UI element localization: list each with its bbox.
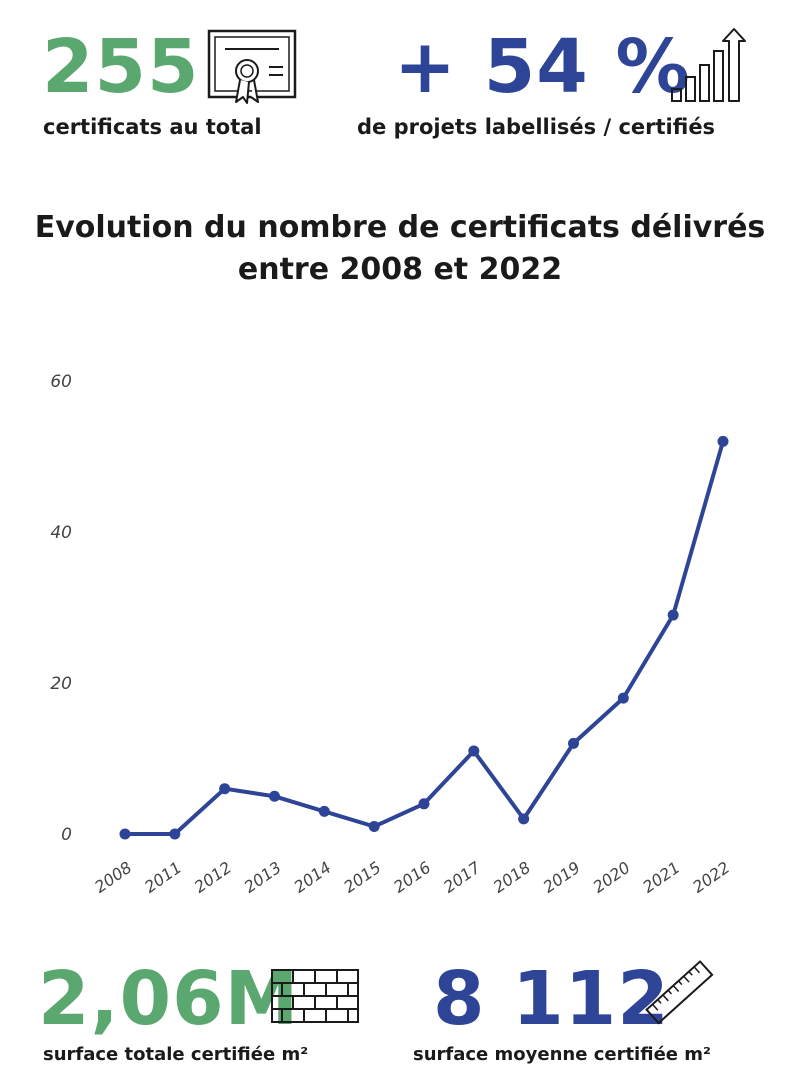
x-tick-label: 2011 bbox=[141, 858, 185, 897]
x-tick-label: 2021 bbox=[639, 858, 683, 897]
x-tick-label: 2016 bbox=[390, 858, 434, 897]
x-tick-label: 2020 bbox=[589, 858, 633, 897]
growth-value: + 54 % bbox=[394, 24, 691, 110]
data-point bbox=[518, 813, 530, 825]
total-certificates-label: certificats au total bbox=[43, 115, 262, 139]
y-tick-label: 20 bbox=[50, 674, 72, 694]
brick-wall-icon bbox=[271, 969, 359, 1023]
chart-title-line2: entre 2008 et 2022 bbox=[237, 252, 563, 287]
data-point bbox=[368, 820, 380, 832]
x-tick-label: 2017 bbox=[440, 857, 485, 896]
x-tick-label: 2019 bbox=[540, 858, 584, 897]
y-tick-label: 40 bbox=[50, 523, 72, 543]
data-point bbox=[617, 692, 629, 704]
growth-label: de projets labellisés / certifiés bbox=[357, 115, 716, 139]
x-tick-label: 2013 bbox=[241, 858, 285, 897]
x-tick-label: 2022 bbox=[689, 858, 733, 897]
average-surface-label: surface moyenne certifiée m² bbox=[413, 1044, 711, 1065]
data-point bbox=[219, 783, 231, 795]
y-tick-label: 0 bbox=[61, 825, 72, 845]
y-tick-label: 60 bbox=[50, 372, 72, 392]
ruler-icon bbox=[645, 960, 714, 1025]
data-point bbox=[717, 435, 729, 447]
total-surface-label: surface totale certifiée m² bbox=[43, 1044, 309, 1065]
growth-bars-icon bbox=[671, 28, 746, 102]
certificate-icon bbox=[207, 29, 297, 104]
average-surface-value: 8 112 bbox=[433, 956, 670, 1042]
total-surface-value: 2,06M bbox=[38, 956, 300, 1042]
x-tick-label: 2014 bbox=[290, 858, 334, 897]
data-point bbox=[119, 828, 131, 840]
chart-title-line1: Evolution du nombre de certificats déliv… bbox=[34, 210, 766, 245]
data-point bbox=[318, 805, 330, 817]
x-tick-label: 2008 bbox=[91, 858, 135, 897]
data-point bbox=[568, 737, 579, 749]
data-point bbox=[269, 790, 280, 802]
total-certificates-value: 255 bbox=[42, 24, 200, 110]
x-tick-label: 2012 bbox=[191, 858, 235, 897]
data-point bbox=[667, 609, 679, 621]
data-point bbox=[169, 828, 181, 840]
x-tick-label: 2018 bbox=[490, 858, 534, 897]
data-point bbox=[418, 798, 430, 810]
series-line bbox=[123, 439, 725, 836]
chart-title: Evolution du nombre de certificats déliv… bbox=[0, 207, 800, 291]
x-tick-label: 2015 bbox=[340, 858, 384, 897]
data-point bbox=[468, 745, 480, 757]
